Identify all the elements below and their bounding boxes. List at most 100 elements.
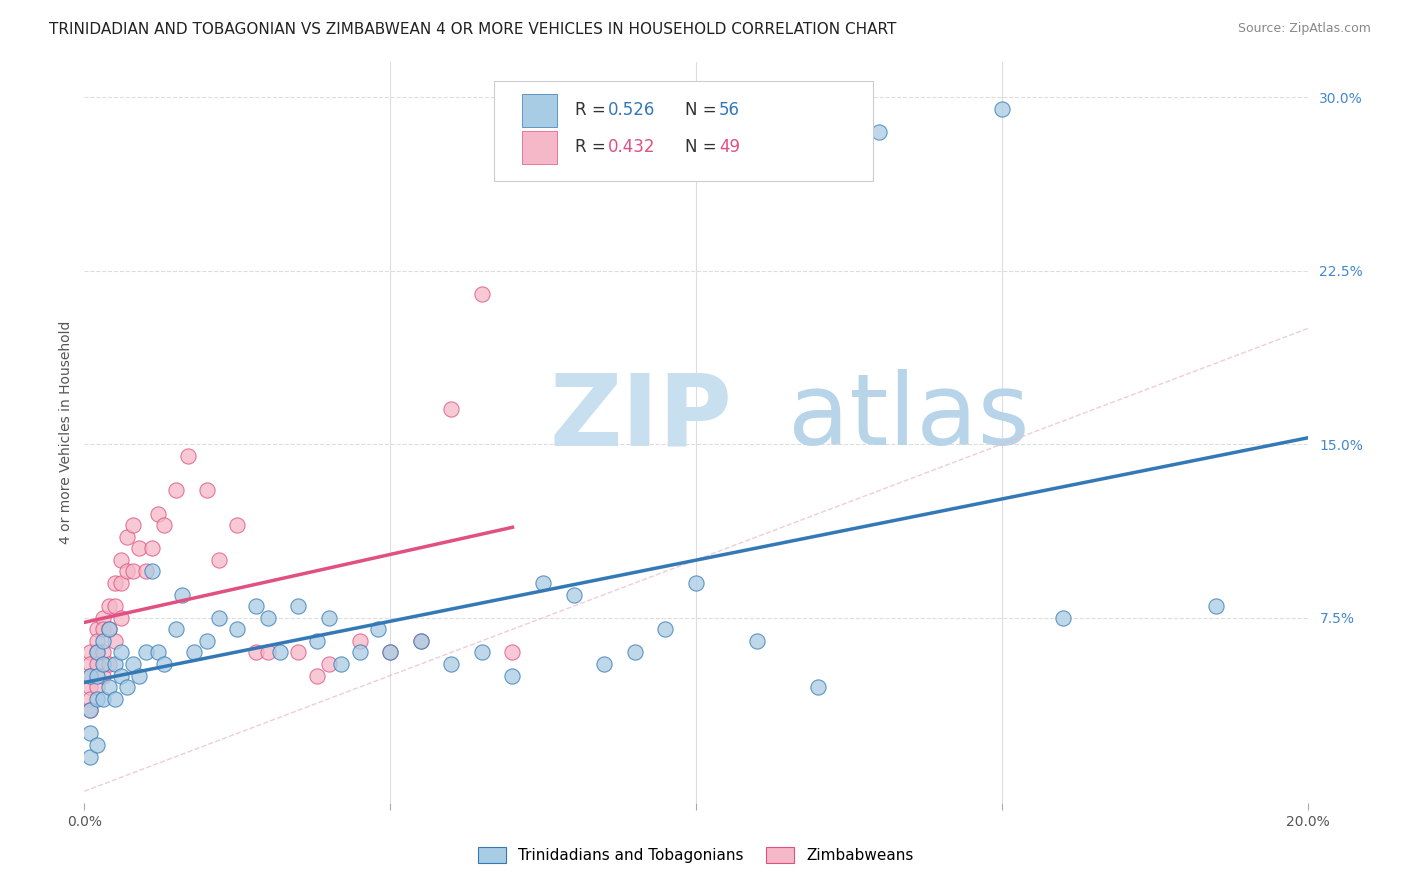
Point	[122, 657, 145, 671]
Point	[86, 633, 108, 648]
Point	[502, 668, 524, 682]
Point	[305, 668, 328, 682]
Point	[79, 680, 101, 694]
Point	[115, 680, 138, 694]
Legend: Trinidadians and Tobagonians, Zimbabweans: Trinidadians and Tobagonians, Zimbabwean…	[472, 841, 920, 869]
Point	[104, 691, 127, 706]
FancyBboxPatch shape	[522, 130, 557, 164]
Point	[110, 645, 132, 659]
Point	[122, 565, 145, 579]
Point	[79, 691, 101, 706]
Point	[91, 657, 114, 671]
Point	[165, 622, 187, 636]
Point	[153, 657, 176, 671]
Point	[208, 553, 231, 567]
FancyBboxPatch shape	[494, 81, 873, 181]
Point	[440, 402, 463, 417]
Point	[86, 691, 108, 706]
Point	[747, 633, 769, 648]
Text: atlas: atlas	[787, 369, 1029, 467]
Point	[146, 507, 169, 521]
Point	[141, 565, 163, 579]
Point	[502, 645, 524, 659]
Point	[409, 633, 432, 648]
Text: TRINIDADIAN AND TOBAGONIAN VS ZIMBABWEAN 4 OR MORE VEHICLES IN HOUSEHOLD CORRELA: TRINIDADIAN AND TOBAGONIAN VS ZIMBABWEAN…	[49, 22, 897, 37]
Point	[86, 680, 108, 694]
Text: R =: R =	[575, 101, 610, 120]
Text: N =: N =	[685, 101, 721, 120]
Point	[79, 668, 101, 682]
Text: ZIP: ZIP	[550, 369, 733, 467]
Point	[91, 645, 114, 659]
Point	[257, 645, 280, 659]
Point	[128, 541, 150, 556]
Text: N =: N =	[685, 138, 721, 156]
Text: 0.432: 0.432	[607, 138, 655, 156]
Point	[153, 518, 176, 533]
Point	[79, 726, 101, 740]
Text: 49: 49	[720, 138, 740, 156]
Point	[654, 622, 676, 636]
Point	[91, 633, 114, 648]
Point	[86, 645, 108, 659]
Point	[86, 738, 108, 752]
Point	[287, 599, 309, 614]
Point	[104, 576, 127, 591]
Point	[91, 622, 114, 636]
Point	[110, 553, 132, 567]
Point	[122, 518, 145, 533]
Point	[177, 449, 200, 463]
Point	[135, 645, 157, 659]
Point	[172, 588, 194, 602]
Point	[1052, 611, 1074, 625]
Point	[79, 703, 101, 717]
Point	[318, 657, 340, 671]
Point	[91, 691, 114, 706]
Point	[110, 611, 132, 625]
Point	[146, 645, 169, 659]
Point	[257, 611, 280, 625]
Point	[104, 599, 127, 614]
Point	[245, 645, 267, 659]
Point	[330, 657, 353, 671]
Point	[115, 530, 138, 544]
Point	[110, 576, 132, 591]
Point	[165, 483, 187, 498]
Point	[97, 657, 120, 671]
Point	[104, 633, 127, 648]
Point	[409, 633, 432, 648]
Point	[349, 633, 371, 648]
Point	[471, 645, 494, 659]
Point	[91, 668, 114, 682]
Text: Source: ZipAtlas.com: Source: ZipAtlas.com	[1237, 22, 1371, 36]
Point	[183, 645, 205, 659]
Point	[97, 622, 120, 636]
Point	[195, 483, 218, 498]
Point	[624, 645, 647, 659]
Point	[79, 703, 101, 717]
Point	[380, 645, 402, 659]
Text: R =: R =	[575, 138, 610, 156]
Point	[380, 645, 402, 659]
Point	[104, 657, 127, 671]
FancyBboxPatch shape	[522, 94, 557, 127]
Point	[318, 611, 340, 625]
Point	[593, 657, 616, 671]
Point	[135, 565, 157, 579]
Point	[79, 668, 101, 682]
Point	[110, 668, 132, 682]
Point	[128, 668, 150, 682]
Point	[91, 611, 114, 625]
Point	[79, 645, 101, 659]
Point	[226, 622, 249, 636]
Point	[245, 599, 267, 614]
Point	[86, 657, 108, 671]
Point	[97, 599, 120, 614]
Point	[367, 622, 389, 636]
Point	[97, 680, 120, 694]
Point	[305, 633, 328, 648]
Point	[86, 645, 108, 659]
Point	[807, 680, 830, 694]
Text: 56: 56	[720, 101, 740, 120]
Point	[86, 622, 108, 636]
